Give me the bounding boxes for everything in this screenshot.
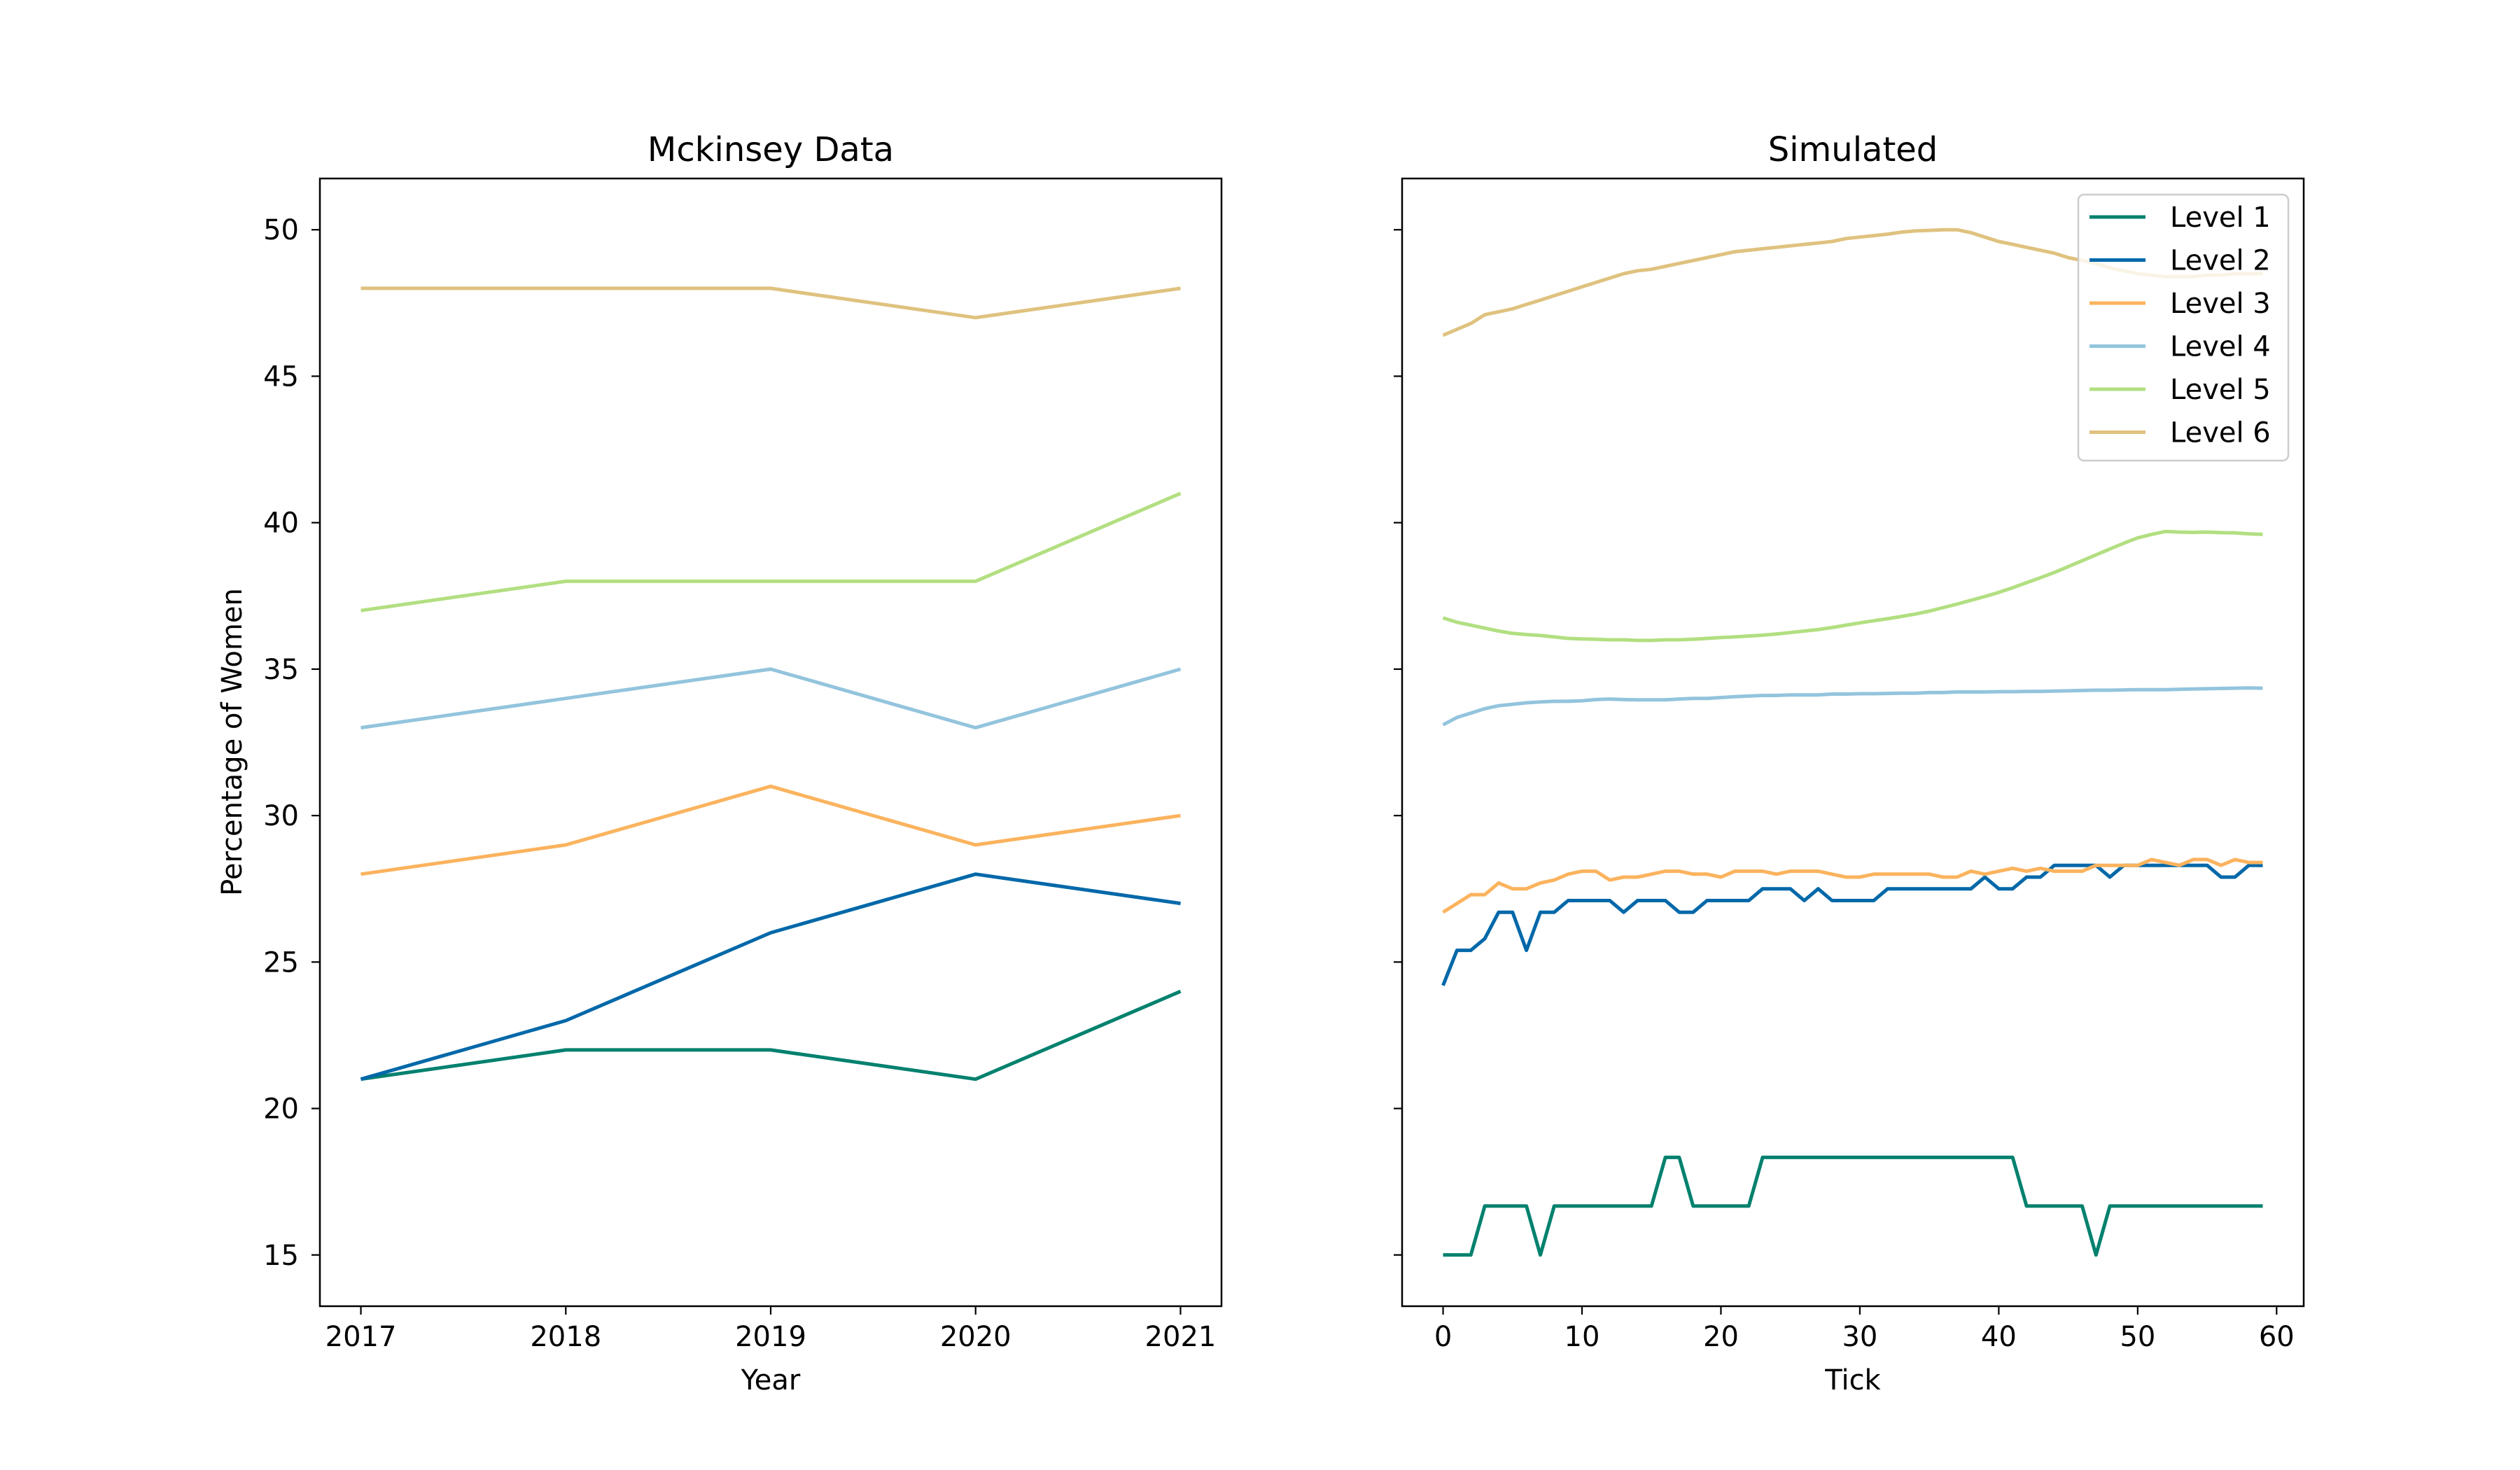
legend-label: Level 1 [2170, 202, 2271, 234]
mckinsey-chart-title: Mckinsey Data [648, 130, 894, 169]
simulated-level-3-line [1442, 858, 2263, 914]
mckinsey-level-3-line [360, 784, 1181, 876]
mckinsey-x-tick-label: 2018 [530, 1321, 601, 1353]
mckinsey-level-4-line [360, 667, 1182, 730]
simulated-x-tick-label: 50 [2120, 1321, 2155, 1353]
simulated-chart-series [1441, 227, 2263, 1257]
mckinsey-x-axis-label: Year [741, 1364, 801, 1396]
mckinsey-y-tick-label: 15 [263, 1240, 299, 1272]
legend-label: Level 2 [2170, 245, 2271, 277]
mckinsey-chart-ticks: 2017 2018 2019 2020 2021 15 20 25 30 35 40 45 50 [263, 214, 1216, 1353]
mckinsey-x-tick-label: 2020 [940, 1321, 1011, 1353]
mckinsey-y-tick-label: 40 [263, 507, 299, 540]
simulated-chart-frame [1401, 177, 2305, 1308]
simulated-x-tick-label: 0 [1434, 1321, 1452, 1353]
simulated-x-tick-label: 10 [1564, 1321, 1600, 1353]
mckinsey-y-tick-label: 20 [263, 1093, 299, 1126]
mckinsey-level-5-line [360, 491, 1182, 612]
simulated-level-5-line [1442, 529, 2263, 643]
simulated-x-tick-label: 20 [1703, 1321, 1739, 1353]
simulated-level-1-line [1443, 1155, 2263, 1257]
mckinsey-chart-series [360, 286, 1182, 1082]
mckinsey-y-tick-label: 45 [263, 360, 299, 393]
simulated-level-4-line [1442, 686, 2263, 727]
mckinsey-level-6-line [360, 286, 1181, 320]
mckinsey-y-axis-label: Percentage of Women [216, 588, 248, 896]
mckinsey-y-tick-label: 50 [263, 214, 299, 246]
simulated-chart-ticks: 0 10 20 30 40 50 60 [1394, 229, 2295, 1353]
legend-label: Level 6 [2170, 417, 2271, 449]
simulated-x-axis-label: Tick [1824, 1364, 1881, 1396]
simulated-x-tick-label: 30 [1842, 1321, 1877, 1353]
simulated-x-tick-label: 60 [2259, 1321, 2295, 1353]
mckinsey-y-tick-label: 35 [263, 654, 299, 686]
mckinsey-level-1-line [360, 989, 1182, 1082]
mckinsey-x-tick-label: 2017 [326, 1321, 397, 1353]
simulated-chart-title: Simulated [1768, 130, 1938, 169]
simulated-x-tick-label: 40 [1981, 1321, 2017, 1353]
simulated-chart-legend: Level 1 Level 2 Level 3 Level 4 Level 5 Level… [2077, 193, 2290, 462]
mckinsey-x-tick-label: 2021 [1145, 1321, 1217, 1353]
simulated-chart-panel: Simulated 0 10 20 30 40 50 60 Tick Level 1Leve… [1394, 130, 2305, 1396]
legend-label: Level 4 [2170, 331, 2271, 363]
mckinsey-y-tick-label: 30 [263, 800, 299, 832]
mckinsey-level-2-line [360, 872, 1181, 1082]
mckinsey-chart-frame [318, 177, 1223, 1308]
legend-label: Level 5 [2170, 374, 2271, 406]
mckinsey-x-tick-label: 2019 [735, 1321, 806, 1353]
mckinsey-chart-panel: Mckinsey Data 2017 2018 2019 2020 2021 15 20 25… [216, 130, 1223, 1396]
mckinsey-y-tick-label: 25 [263, 946, 299, 979]
legend-label: Level 3 [2170, 288, 2271, 320]
